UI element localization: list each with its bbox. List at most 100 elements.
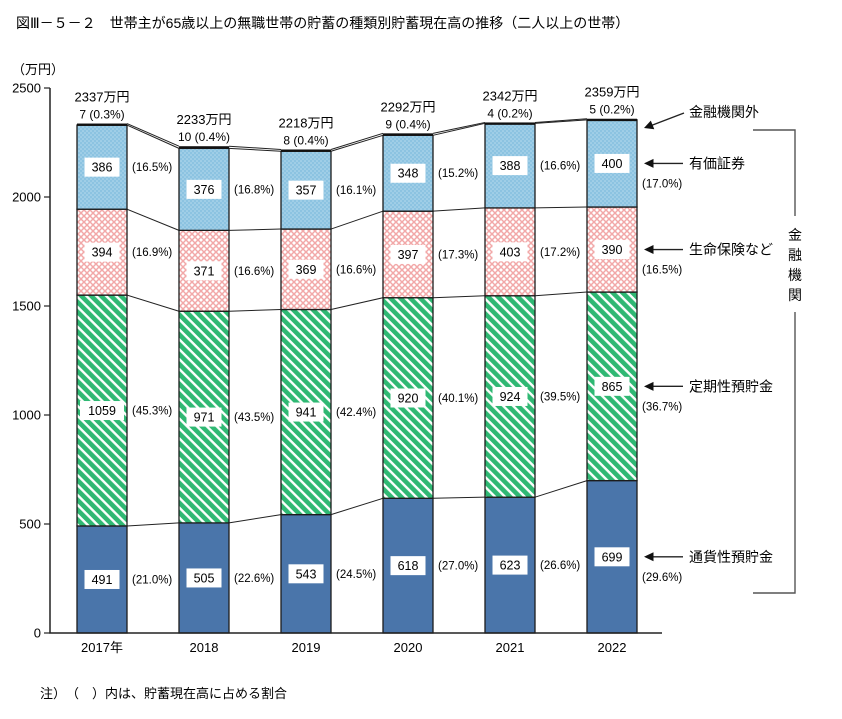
bar-segment-outside-financial-institutions xyxy=(485,122,535,125)
outside-count-label: 5 (0.2%) xyxy=(589,103,634,117)
x-axis-year-label: 2021 xyxy=(496,640,525,655)
pct-label-time-deposits: (42.4%) xyxy=(336,407,376,419)
series-label-securities: 有価証券 xyxy=(689,155,745,171)
value-label-securities: 400 xyxy=(602,157,623,171)
connector-line xyxy=(330,134,384,152)
annotation-arrowhead-icon xyxy=(644,552,654,562)
value-box xyxy=(84,242,120,262)
outside-count-label: 4 (0.2%) xyxy=(487,106,532,120)
bar-segment-outside-financial-institutions xyxy=(179,146,229,149)
connector-line xyxy=(330,210,384,230)
y-tick-label: 2000 xyxy=(12,190,41,205)
connector-line xyxy=(432,122,486,136)
pct-label-demand-deposits: (29.6%) xyxy=(642,572,682,584)
value-label-life-insurance: 394 xyxy=(92,246,113,260)
connector-line xyxy=(228,147,282,152)
connector-line xyxy=(330,297,384,310)
value-label-demand-deposits: 699 xyxy=(602,550,623,564)
y-tick-label: 1500 xyxy=(12,299,41,314)
footnote: 注） （ ）内は、貯蓄現在高に占める割合 xyxy=(40,686,288,701)
pct-label-securities: (16.5%) xyxy=(132,162,172,174)
bracket-label-char: 関 xyxy=(788,287,802,303)
bar-segment-outside-financial-institutions xyxy=(383,133,433,136)
total-label: 2292万円 xyxy=(381,99,436,114)
pct-label-time-deposits: (43.5%) xyxy=(234,412,274,424)
value-box xyxy=(390,163,426,183)
value-box xyxy=(492,386,528,406)
total-label: 2359万円 xyxy=(585,85,640,100)
y-tick-label: 0 xyxy=(34,626,41,641)
value-label-time-deposits: 1059 xyxy=(88,404,116,418)
value-box xyxy=(186,568,222,588)
value-label-demand-deposits: 505 xyxy=(194,571,215,585)
annotation-arrowhead-icon xyxy=(644,245,654,255)
value-box xyxy=(186,407,222,427)
value-label-time-deposits: 924 xyxy=(500,390,521,404)
pct-label-life-insurance: (17.2%) xyxy=(540,247,580,259)
bar-segment-outside-financial-institutions xyxy=(281,149,331,152)
y-axis-unit-label: （万円） xyxy=(12,62,64,77)
pct-label-demand-deposits: (26.6%) xyxy=(540,560,580,572)
connector-line xyxy=(330,132,384,150)
value-box xyxy=(594,376,630,396)
value-box xyxy=(186,179,222,199)
value-box xyxy=(594,240,630,260)
value-label-demand-deposits: 543 xyxy=(296,567,317,581)
connector-line xyxy=(432,121,486,134)
value-label-demand-deposits: 623 xyxy=(500,559,521,573)
value-box xyxy=(288,564,324,584)
value-label-securities: 388 xyxy=(500,159,521,173)
connector-line xyxy=(126,124,180,149)
value-label-time-deposits: 865 xyxy=(602,380,623,394)
value-box xyxy=(492,156,528,176)
bracket-label-char: 金 xyxy=(788,227,802,243)
value-label-life-insurance: 369 xyxy=(296,263,317,277)
y-tick-label: 500 xyxy=(19,517,41,532)
pct-label-life-insurance: (16.5%) xyxy=(642,265,682,277)
series-label-life-insurance: 生命保険など xyxy=(689,242,773,258)
value-label-life-insurance: 390 xyxy=(602,243,623,257)
value-box xyxy=(492,242,528,262)
value-label-life-insurance: 403 xyxy=(500,245,521,259)
connector-line xyxy=(534,480,588,498)
series-label-time-deposits: 定期性預貯金 xyxy=(689,378,773,394)
financial-institutions-bracket xyxy=(753,129,796,594)
pct-label-life-insurance: (16.9%) xyxy=(132,247,172,259)
connector-line xyxy=(228,145,282,150)
value-box xyxy=(390,244,426,264)
value-box xyxy=(80,401,124,421)
connector-line xyxy=(228,308,282,312)
bar-segment-outside-financial-institutions xyxy=(587,118,637,122)
value-label-securities: 376 xyxy=(194,183,215,197)
y-tick-label: 1000 xyxy=(12,408,41,423)
pct-label-life-insurance: (16.6%) xyxy=(234,266,274,278)
pct-label-securities: (16.1%) xyxy=(336,185,376,197)
connector-line xyxy=(432,496,486,499)
pct-label-time-deposits: (39.5%) xyxy=(540,391,580,403)
connector-line xyxy=(534,206,588,209)
total-label: 2233万円 xyxy=(177,112,232,127)
annotation-arrowhead-icon xyxy=(644,120,655,130)
value-box xyxy=(594,153,630,173)
value-label-securities: 386 xyxy=(92,161,113,175)
pct-label-demand-deposits: (24.5%) xyxy=(336,569,376,581)
outside-count-label: 8 (0.4%) xyxy=(283,133,328,147)
pct-label-securities: (16.6%) xyxy=(540,161,580,173)
x-axis-year-label: 2019 xyxy=(292,640,321,655)
x-axis-year-label: 2022 xyxy=(598,640,627,655)
value-box xyxy=(186,261,222,281)
value-box xyxy=(390,556,426,576)
pct-label-life-insurance: (17.3%) xyxy=(438,249,478,261)
y-tick-label: 2500 xyxy=(12,81,41,96)
value-label-time-deposits: 941 xyxy=(296,406,317,420)
pct-label-life-insurance: (16.6%) xyxy=(336,264,376,276)
total-label: 2218万円 xyxy=(279,115,334,130)
pct-label-demand-deposits: (22.6%) xyxy=(234,573,274,585)
connector-line xyxy=(126,522,180,527)
value-label-securities: 357 xyxy=(296,184,317,198)
figure-title: 図Ⅲ－５－２ 世帯主が65歳以上の無職世帯の貯蓄の種類別貯蓄現在高の推移（二人以… xyxy=(16,15,630,31)
bar-segment-outside-financial-institutions xyxy=(77,123,127,126)
value-box xyxy=(390,388,426,408)
connector-line xyxy=(534,118,588,123)
bracket-label-char: 融 xyxy=(788,247,802,263)
